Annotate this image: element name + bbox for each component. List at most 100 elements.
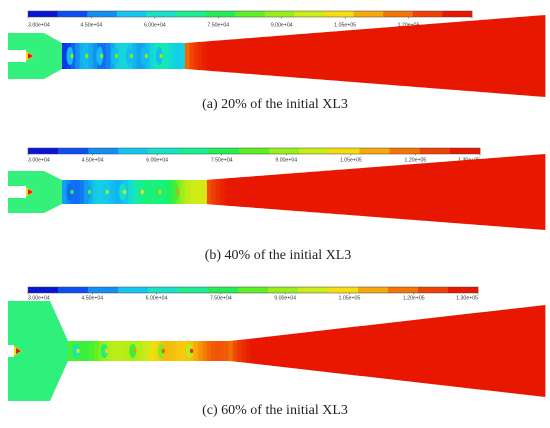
contour-slice [400,25,405,87]
contour-slice [88,43,94,69]
contour-slice [483,19,489,93]
contour-slice [316,171,322,213]
contour-slice [114,180,120,204]
colorbar-swatch [208,148,240,154]
contour-slice [241,339,247,363]
contour-slice [284,334,290,368]
contour-slice [189,180,195,204]
contour-slice [307,171,313,213]
contour-slice [509,156,515,228]
contour-slice [98,341,104,361]
colorbar-swatch [294,11,325,17]
contour-slice [211,40,217,72]
colorbar-swatch [178,148,210,154]
colorbar-swatch [388,287,419,293]
colorbar-swatch [118,287,149,293]
contour-slice [184,42,190,70]
shock-cell [140,46,148,66]
colorbar-swatch [178,287,209,293]
contour-slice [285,34,291,78]
colorbar-swatch [329,148,360,154]
shock-cell-core [76,348,80,354]
colorbar-swatch [28,11,58,17]
colorbar-frame [27,286,479,294]
contour-slice [316,32,322,80]
contour-slice [523,306,529,396]
colorbar-tick-label: 9.00e+04 [275,158,297,164]
caption-a: (a) 20% of the initial XL3 [202,97,348,112]
contour-slice [176,43,181,69]
contour-slice [354,326,359,376]
contour-slice [444,161,449,223]
contour-slice [470,20,476,92]
contour-slice [378,27,383,85]
shock-cell-core [133,348,137,354]
shock-cell [84,183,92,201]
contour-slice [404,25,410,87]
colorbar-swatch [58,287,89,293]
contour-slice [466,313,472,389]
contour-slice [193,180,199,204]
shock-cell [101,183,109,201]
contour-slice [75,180,80,204]
contour-slice [475,312,481,390]
contour-slice [439,161,445,223]
contour-slice [272,35,278,77]
contour-slice [255,37,260,75]
colorbar-swatch [353,11,384,17]
colorbar-tick-label: 6.00e+04 [146,158,168,164]
colorbar-swatch [419,148,451,154]
contour-slice [527,155,533,229]
contour-slice [263,36,269,76]
colorbar-swatch [87,11,118,17]
contour-slice [193,341,199,361]
contour-slice [242,176,247,208]
contour-slice [427,317,433,385]
contour-slice [154,341,160,361]
contour-slice [369,167,375,217]
contour-slice [391,165,397,219]
inlet-region [8,33,62,79]
shock-cell-core [129,53,134,59]
colorbar-swatch [88,287,119,293]
contour-field-a [8,15,546,97]
shock-cell [119,183,127,201]
contour-slice [258,337,264,365]
contour-slice [408,164,414,220]
colorbar-tick-label: 1.05e+05 [334,23,356,29]
contour-slice [423,318,429,384]
colorbar-swatch [389,148,421,154]
contour-slice [310,331,316,371]
panel-a: 3.00e+04 4.50e+04 6.00e+04 7.50e+04 9.00e+04… [8,10,546,112]
shock-cell-core [70,53,74,59]
contour-slice [501,18,506,94]
contour-slice [391,26,397,86]
colorbar-tick-label: 1.20e+05 [398,23,420,29]
contour-slice [492,18,498,94]
contour-slice [259,36,265,76]
contour-slice [202,179,208,205]
colorbar-c: 3.00e+04 4.50e+04 6.00e+04 7.50e+04 9.00e+04… [27,286,479,302]
contour-slice [206,41,212,71]
contour-slice [237,38,243,74]
contour-slice [536,305,542,397]
contour-slice [523,155,528,229]
contour-slice [220,178,225,206]
contour-slice [364,167,370,217]
contour-slice [149,180,155,204]
contour-slice [180,180,186,204]
contour-slice [172,341,177,361]
contour-slice [124,341,130,361]
shock-cell-core [175,189,180,195]
contour-slice [250,37,256,75]
contour-slice [336,328,342,374]
contour-slice [496,157,502,227]
contour-slice [349,326,355,376]
colorbar-a: 3.00e+04 4.50e+04 6.00e+04 7.50e+04 9.00e+04… [27,10,473,29]
colorbar-tick-label: 1.30e+05 [456,296,478,302]
colorbar-tick-label: 4.50e+04 [82,158,104,164]
contour-slice [367,324,372,378]
contour-slice [101,43,107,69]
contour-slice [531,15,537,97]
contour-slice [439,22,445,90]
